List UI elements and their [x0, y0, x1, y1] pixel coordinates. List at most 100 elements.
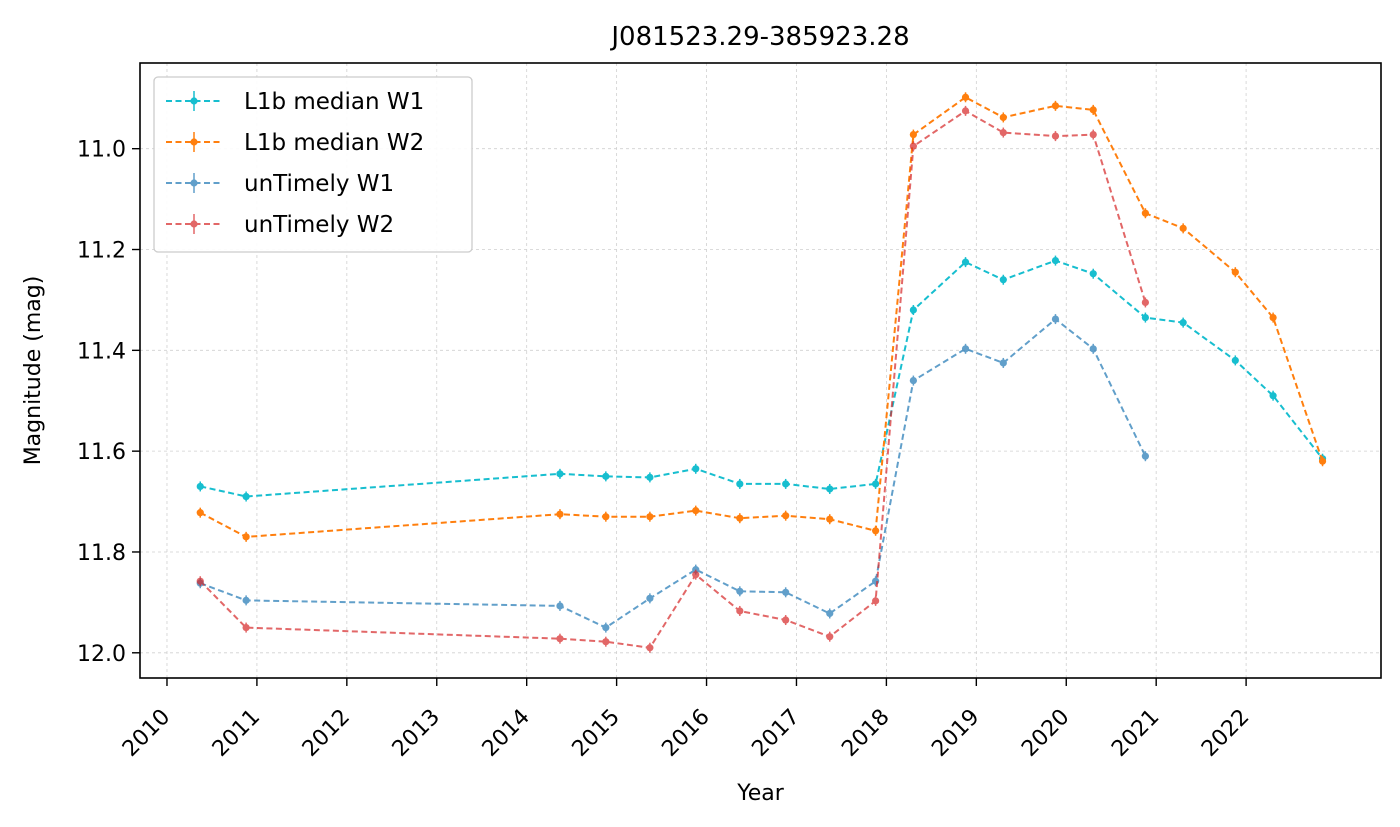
y-tick-label: 11.6	[77, 440, 126, 465]
data-point	[602, 472, 610, 480]
x-tick-label: 2018	[837, 705, 894, 762]
series-3	[196, 105, 1149, 653]
data-point	[999, 276, 1007, 284]
x-tick-label: 2021	[1107, 705, 1164, 762]
y-axis: 11.0 11.2 11.4 11.6 11.8 12.0	[77, 138, 140, 667]
data-point	[602, 513, 610, 521]
data-point	[782, 588, 790, 596]
y-tick-label: 11.0	[77, 138, 126, 163]
legend-marker	[190, 138, 198, 146]
legend-box	[153, 76, 473, 253]
data-point	[826, 609, 834, 618]
x-tick-label: 2012	[298, 705, 355, 762]
x-tick-label: 2022	[1197, 705, 1254, 762]
data-point	[909, 142, 917, 150]
data-point	[1051, 315, 1060, 323]
data-point	[1051, 257, 1060, 265]
data-point	[736, 480, 744, 488]
legend-entry	[166, 91, 222, 111]
data-point	[782, 512, 790, 520]
data-point	[1318, 457, 1327, 465]
data-point	[961, 107, 970, 115]
y-axis-label: Magnitude (mag)	[21, 276, 46, 466]
legend-marker	[190, 220, 198, 228]
data-point	[1231, 268, 1239, 276]
legend-marker	[190, 97, 198, 105]
data-point	[196, 482, 204, 491]
data-point	[1179, 319, 1187, 327]
legend-entry	[166, 214, 222, 234]
data-point	[1089, 106, 1097, 114]
data-point	[1141, 313, 1149, 322]
data-point	[692, 571, 700, 579]
legend-label: unTimely W2	[244, 212, 394, 238]
data-point	[736, 607, 744, 615]
data-point	[961, 345, 970, 353]
data-point	[909, 306, 917, 314]
series-line	[199, 317, 1147, 629]
legend-entry	[166, 132, 222, 152]
data-point	[196, 577, 204, 585]
series-2	[196, 314, 1149, 633]
x-tick-label: 2015	[568, 705, 625, 762]
data-point	[1141, 298, 1149, 307]
data-point	[242, 596, 250, 604]
legend-label: unTimely W1	[244, 171, 394, 197]
y-tick-label: 11.4	[77, 339, 126, 364]
x-tick-label: 2016	[658, 705, 715, 762]
data-point	[782, 480, 790, 488]
series-layer	[196, 92, 1327, 653]
legend: L1b median W1 L1b median W2 unTimely W1 unT…	[153, 76, 473, 253]
data-point	[242, 623, 250, 632]
data-point	[736, 514, 744, 522]
legend-marker	[190, 179, 198, 187]
series-line	[199, 96, 1324, 538]
x-axis: 2010 2011 2012 2013 2014 2015 2016 2017 2018 2019…	[118, 678, 1254, 762]
data-point	[556, 470, 564, 478]
x-tick-label: 2014	[478, 705, 535, 762]
data-point	[826, 515, 834, 523]
data-point	[556, 635, 564, 643]
data-point	[909, 376, 917, 385]
data-point	[1089, 270, 1097, 278]
data-point	[999, 128, 1007, 137]
data-point	[1089, 130, 1097, 139]
data-point	[961, 258, 970, 266]
data-point	[1269, 392, 1277, 400]
data-point	[872, 597, 880, 605]
data-point	[872, 480, 880, 488]
data-point	[1141, 209, 1149, 217]
data-point	[872, 527, 880, 535]
series-1	[196, 92, 1327, 542]
series-line	[199, 109, 1147, 649]
data-point	[999, 359, 1007, 367]
y-tick-label: 11.2	[77, 239, 126, 264]
series-0	[196, 255, 1327, 502]
x-axis-label: Year	[736, 781, 785, 806]
legend-entry	[166, 173, 222, 193]
chart-title: J081523.29-385923.28	[609, 22, 909, 52]
x-tick-label: 2019	[927, 705, 984, 762]
data-point	[196, 509, 204, 517]
y-tick-label: 11.8	[77, 541, 126, 566]
x-tick-label: 2013	[388, 705, 445, 762]
data-point	[909, 130, 917, 139]
data-point	[782, 616, 790, 624]
series-line	[200, 259, 1324, 498]
x-tick-label: 2011	[208, 705, 265, 762]
data-point	[692, 566, 700, 574]
data-point	[961, 93, 970, 101]
data-point	[646, 644, 654, 652]
data-point	[242, 533, 250, 541]
data-point	[646, 473, 654, 481]
data-point	[999, 113, 1007, 122]
data-point	[602, 623, 610, 632]
x-tick-label: 2010	[118, 705, 175, 762]
x-tick-label: 2017	[747, 705, 804, 762]
data-point	[1051, 132, 1060, 140]
grid	[140, 63, 1381, 678]
data-point	[692, 465, 700, 473]
x-tick-label: 2020	[1017, 705, 1074, 762]
data-point	[736, 587, 744, 595]
